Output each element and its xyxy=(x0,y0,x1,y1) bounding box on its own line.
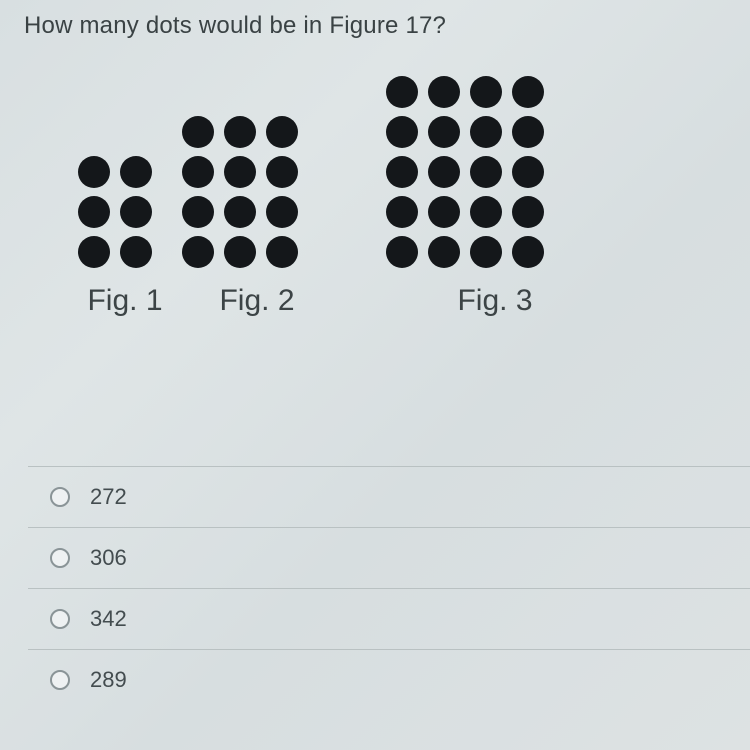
radio-icon xyxy=(50,670,70,690)
question-text: How many dots would be in Figure 17? xyxy=(24,12,750,40)
dot-grid xyxy=(182,116,298,268)
dot-icon xyxy=(512,156,544,188)
option-row[interactable]: 272 xyxy=(28,466,750,527)
dot-icon xyxy=(182,196,214,228)
dot-icon xyxy=(512,76,544,108)
dot-icon xyxy=(470,156,502,188)
figure-label: Fig. 3 xyxy=(380,284,610,318)
dot-icon xyxy=(266,156,298,188)
dot-icon xyxy=(428,236,460,268)
dot-icon xyxy=(386,236,418,268)
dot-icon xyxy=(120,156,152,188)
dot-icon xyxy=(266,116,298,148)
dot-icon xyxy=(120,236,152,268)
dot-icon xyxy=(470,116,502,148)
radio-icon xyxy=(50,609,70,629)
dot-icon xyxy=(182,116,214,148)
dot-icon xyxy=(470,236,502,268)
dot-icon xyxy=(78,236,110,268)
figure-1 xyxy=(78,156,152,268)
dot-icon xyxy=(512,116,544,148)
dot-icon xyxy=(386,196,418,228)
figure-label: Fig. 2 xyxy=(192,284,322,318)
radio-icon xyxy=(50,548,70,568)
dot-icon xyxy=(182,156,214,188)
option-row[interactable]: 306 xyxy=(28,527,750,588)
dot-icon xyxy=(386,76,418,108)
dot-icon xyxy=(470,76,502,108)
dot-icon xyxy=(120,196,152,228)
dot-icon xyxy=(224,236,256,268)
dot-icon xyxy=(512,236,544,268)
option-label: 272 xyxy=(90,484,127,510)
dot-icon xyxy=(512,196,544,228)
option-row[interactable]: 289 xyxy=(28,649,750,710)
dot-grid xyxy=(386,76,544,268)
figure-label: Fig. 1 xyxy=(70,284,180,318)
radio-icon xyxy=(50,487,70,507)
figures-row xyxy=(78,76,750,268)
dot-icon xyxy=(266,196,298,228)
figure-3 xyxy=(386,76,544,268)
dot-icon xyxy=(428,196,460,228)
dot-icon xyxy=(182,236,214,268)
dot-icon xyxy=(428,156,460,188)
figure-labels-row: Fig. 1 Fig. 2 Fig. 3 xyxy=(70,284,750,318)
option-label: 289 xyxy=(90,667,127,693)
dot-icon xyxy=(224,156,256,188)
dot-icon xyxy=(470,196,502,228)
answer-options: 272 306 342 289 xyxy=(28,466,750,710)
option-label: 342 xyxy=(90,606,127,632)
dot-icon xyxy=(78,196,110,228)
question-page: How many dots would be in Figure 17? Fig… xyxy=(0,0,750,750)
dot-icon xyxy=(428,76,460,108)
dot-icon xyxy=(386,116,418,148)
figure-2 xyxy=(182,116,298,268)
dot-icon xyxy=(78,156,110,188)
dot-icon xyxy=(224,116,256,148)
dot-icon xyxy=(428,116,460,148)
dot-icon xyxy=(266,236,298,268)
dot-icon xyxy=(386,156,418,188)
dot-grid xyxy=(78,156,152,268)
option-row[interactable]: 342 xyxy=(28,588,750,649)
option-label: 306 xyxy=(90,545,127,571)
dot-icon xyxy=(224,196,256,228)
